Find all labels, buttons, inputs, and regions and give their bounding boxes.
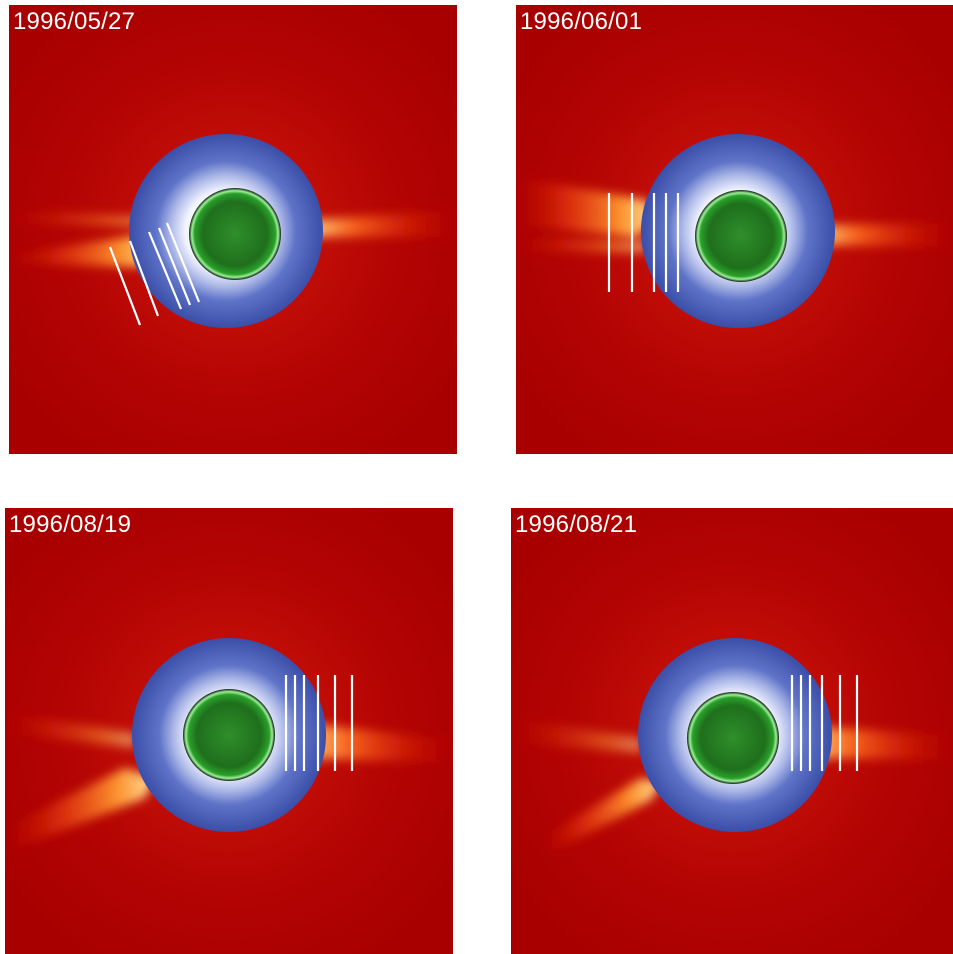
coronagraph-panel-1: 1996/05/27 (9, 5, 457, 454)
observation-date-label: 1996/05/27 (13, 8, 136, 35)
observation-date-label: 1996/08/21 (515, 511, 638, 538)
coronagraph-panel-3: 1996/08/19 (5, 508, 453, 954)
marker-lines (790, 675, 859, 771)
coronagraph-image-3 (5, 508, 453, 954)
marker-lines (284, 675, 354, 771)
observation-date-label: 1996/08/19 (9, 511, 132, 538)
coronagraph-image-2 (516, 5, 953, 454)
coronagraph-image-4 (511, 508, 953, 954)
coronagraph-image-1 (9, 5, 457, 454)
marker-lines (607, 193, 680, 292)
coronagraph-panel-2: 1996/06/01 (516, 5, 953, 454)
coronagraph-panel-4: 1996/08/21 (511, 508, 953, 954)
marker-lines (108, 222, 201, 326)
observation-date-label: 1996/06/01 (520, 8, 643, 35)
